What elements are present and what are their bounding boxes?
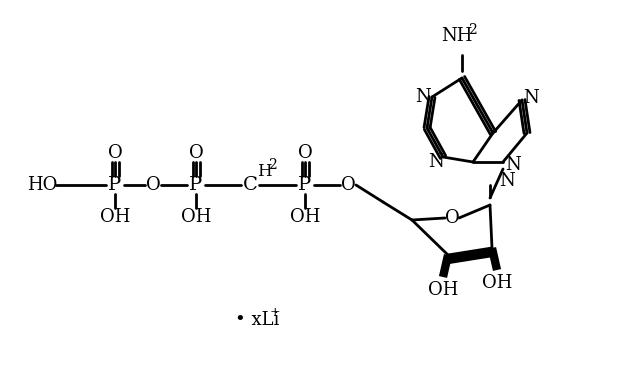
Text: OH: OH [100,208,130,226]
Text: N: N [415,88,431,106]
Text: O: O [189,144,204,162]
Text: P: P [298,176,312,194]
Text: +: + [270,305,280,319]
Text: C: C [243,176,257,194]
Text: N: N [428,153,444,171]
Text: OH: OH [482,274,512,292]
Text: N: N [523,89,539,107]
Text: O: O [445,209,460,227]
Text: OH: OH [181,208,211,226]
Text: O: O [108,144,122,162]
Text: H: H [257,163,271,180]
Text: 2: 2 [468,23,476,37]
Text: NH: NH [442,27,473,45]
Text: O: O [298,144,312,162]
Text: • xLi: • xLi [235,311,280,329]
Text: OH: OH [290,208,320,226]
Text: P: P [108,176,122,194]
Text: HO: HO [27,176,57,194]
Text: O: O [340,176,355,194]
Text: O: O [146,176,161,194]
Text: N: N [505,156,521,174]
Text: OH: OH [428,281,458,299]
Text: N: N [499,172,515,190]
Text: P: P [189,176,203,194]
Text: 2: 2 [268,158,276,172]
